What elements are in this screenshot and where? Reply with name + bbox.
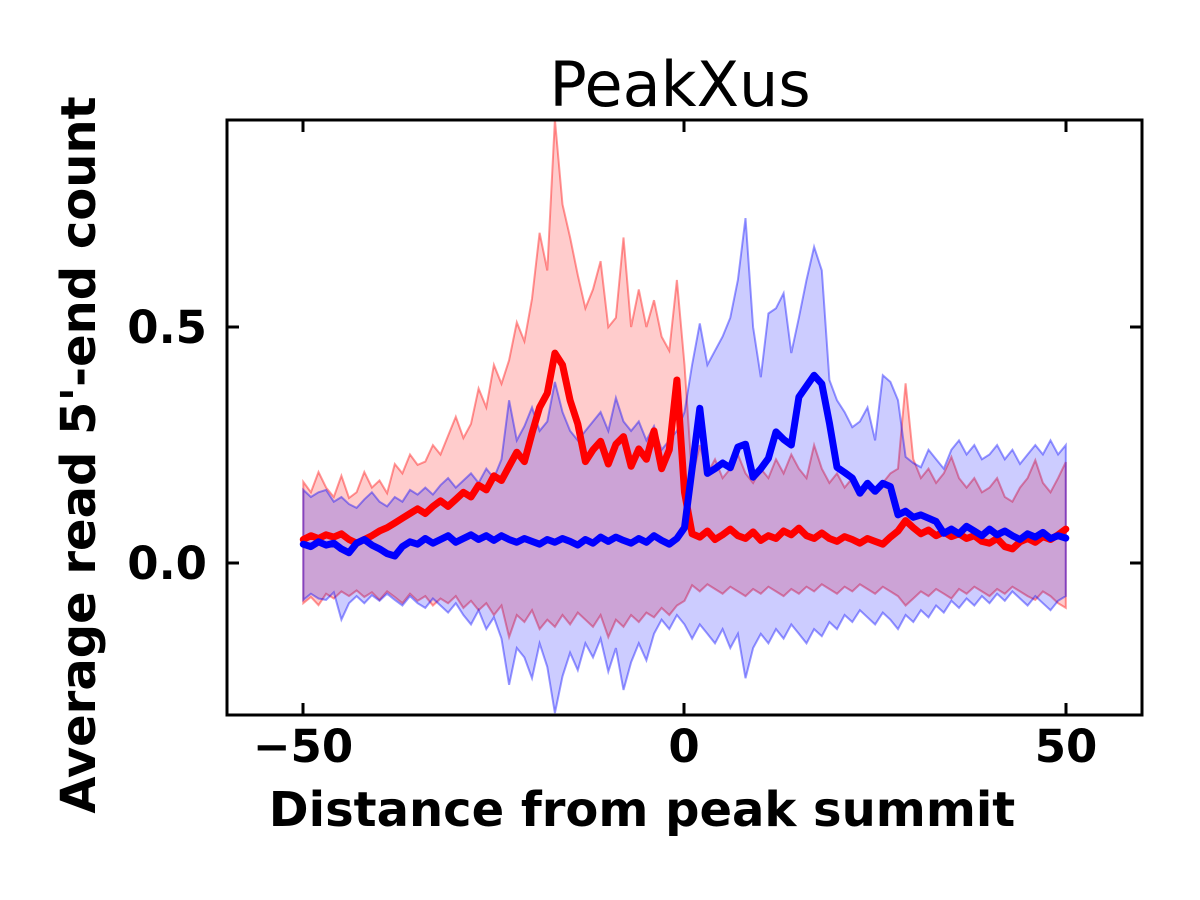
plot-area: [227, 120, 1142, 715]
ytick-label-00: 0.0: [127, 537, 207, 590]
red-mean-line: [299, 349, 1070, 553]
xtick-label-0: 0: [668, 720, 699, 773]
chart-title: PeakXus: [549, 48, 810, 121]
xtick-label-neg50: −50: [253, 720, 353, 773]
ytick-label-05: 0.5: [127, 301, 207, 354]
tick-marks: [227, 120, 1142, 715]
x-axis-label: Distance from peak summit: [269, 782, 1015, 838]
y-axis-label: Average read 5'-end count: [51, 96, 107, 813]
red-confidence-band: [302, 120, 1067, 641]
blue-mean-line: [299, 371, 1070, 560]
xtick-label-50: 50: [1035, 720, 1098, 773]
data-layer: [299, 120, 1070, 714]
